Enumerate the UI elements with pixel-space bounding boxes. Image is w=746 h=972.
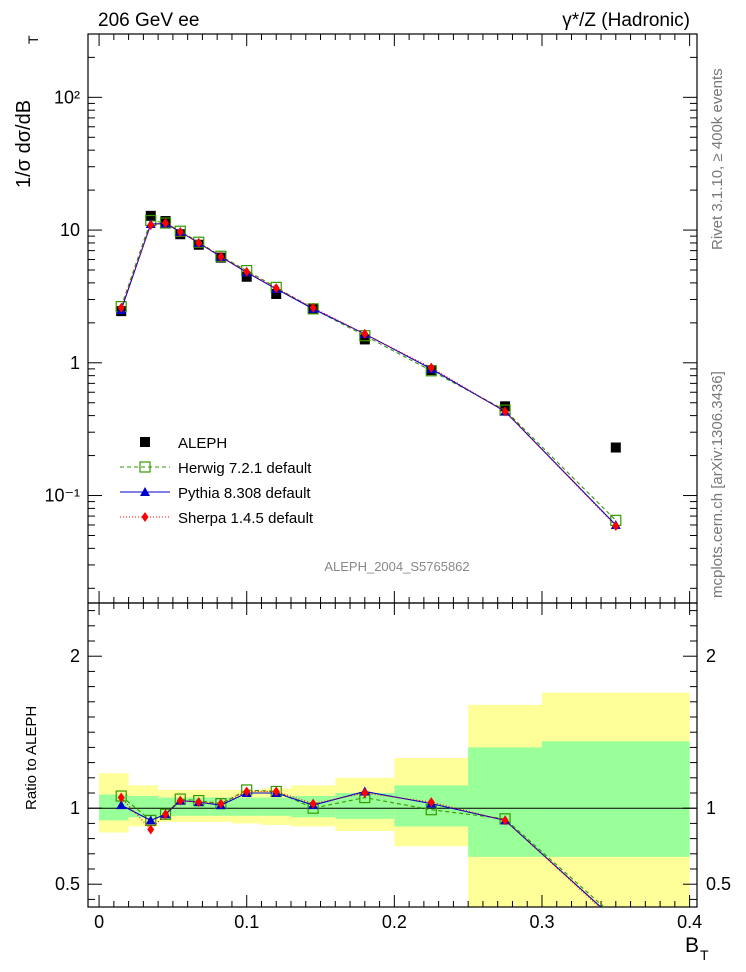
line-pythia [120, 222, 617, 526]
legend-label: Pythia 8.308 default [178, 485, 311, 502]
point-sherpa [162, 218, 170, 229]
y-tick-label: 10⁻¹ [44, 486, 80, 506]
x-tick-label: 0 [94, 912, 104, 932]
ratio-point-pythia [116, 800, 127, 810]
ratio-axes: 0 0.1 0.2 0.3 0.4B T 0.5 0.5 1 1 2 2 Ratio to ALEPH [23, 602, 731, 963]
ratio-point-herwig [611, 913, 621, 923]
header-right: γ*/Z (Hadronic) [562, 10, 690, 31]
ratio-y-tick-label: 1 [70, 798, 80, 818]
stat-band-6 [261, 797, 291, 816]
point-sherpa [147, 220, 155, 231]
ratio-point-sherpa [217, 798, 225, 809]
line-sherpa [120, 222, 617, 527]
legend-marker [141, 512, 149, 522]
ratio-point-pythia [611, 916, 621, 925]
point-sherpa [272, 283, 280, 294]
ratio-point-sherpa [612, 917, 619, 927]
legend: ALEPH Herwig 7.2.1 default Pythia 8.308 de… [120, 435, 314, 527]
legend-marker [140, 437, 150, 447]
y-tick-label: 10² [54, 87, 80, 107]
main-series [115, 210, 622, 531]
ratio-error-bands [99, 692, 690, 907]
point-sherpa [117, 302, 125, 313]
ratio-point-sherpa [147, 824, 155, 835]
legend-label: Herwig 7.2.1 default [178, 460, 312, 477]
ratio-point-sherpa [243, 786, 251, 797]
y-tick-label: 1 [70, 353, 80, 373]
ratio-point-pythia [145, 815, 156, 825]
analysis-watermark: ALEPH_2004_S5765862 [324, 559, 469, 574]
point-sherpa [309, 302, 317, 313]
point-sherpa [217, 251, 225, 262]
header-left: 206 GeV ee [98, 10, 199, 31]
stat-band-5 [231, 797, 262, 816]
x-axis-label-sub: T [700, 947, 709, 963]
point-sherpa [501, 406, 509, 417]
ratio-point-sherpa [427, 797, 435, 808]
ratio-point-sherpa [501, 815, 509, 826]
ratio-y-tick-label: 0.5 [55, 874, 80, 894]
rivet-label: Rivet 3.1.10, ≥ 400k events [709, 68, 726, 250]
ratio-y-tick-label-right: 2 [706, 646, 716, 666]
ratio-point-sherpa [162, 809, 170, 820]
point-sherpa [612, 520, 620, 531]
mcplots-label: mcplots.cern.ch [arXiv:1306.3436] [709, 371, 726, 598]
ratio-point-sherpa [361, 788, 369, 798]
ratio-point-sherpa [309, 798, 317, 809]
point-aleph [500, 401, 511, 412]
ratio-y-tick-label: 2 [70, 646, 80, 666]
stat-band-11 [541, 741, 690, 857]
point-sherpa [195, 237, 203, 248]
x-axis-label: B [685, 934, 699, 957]
ratio-y-tick-label-right: 1 [706, 798, 716, 818]
x-tick-label: 0.1 [234, 912, 259, 932]
x-tick-label: 0.2 [382, 912, 407, 932]
ratio-y-tick-label-right: 0.5 [706, 874, 731, 894]
point-aleph [359, 334, 370, 345]
ratio-point-sherpa [176, 795, 184, 806]
ratio-frame [87, 602, 698, 908]
ratio-point-sherpa [195, 797, 203, 808]
point-sherpa [427, 362, 435, 373]
point-aleph [610, 442, 621, 453]
x-tick-label: 0.4 [677, 912, 702, 932]
ratio-point-sherpa [272, 786, 280, 797]
point-sherpa [361, 328, 369, 339]
x-tick-label: 0.3 [529, 912, 554, 932]
y-tick-label: 10 [60, 220, 80, 240]
y-axis-label: 1/σ dσ/dB [13, 100, 35, 188]
stat-band-10 [468, 747, 542, 857]
point-aleph [271, 288, 282, 299]
ratio-point-sherpa [117, 792, 125, 803]
ratio-y-axis-label: Ratio to ALEPH [23, 706, 40, 810]
main-axes: 10⁻¹ 1 10 10² 1/σ dσ/dB T [13, 33, 698, 604]
legend-marker [139, 461, 151, 473]
legend-label: Sherpa 1.4.5 default [178, 510, 314, 527]
y-axis-label-sub: T [25, 35, 41, 44]
legend-marker [140, 487, 150, 496]
legend-label: ALEPH [178, 435, 227, 452]
ratio-series [115, 784, 621, 927]
point-sherpa [176, 226, 184, 237]
stat-band-1 [128, 796, 159, 818]
point-sherpa [243, 266, 251, 277]
